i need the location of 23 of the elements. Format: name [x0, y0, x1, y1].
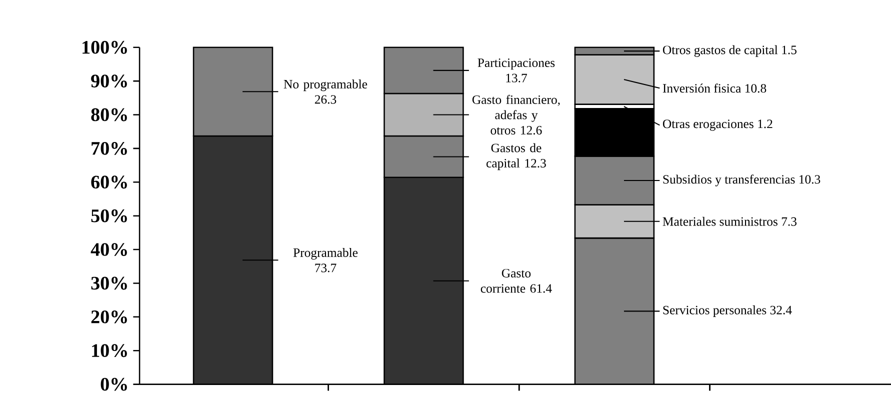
y-tick-label: 100% — [82, 41, 127, 54]
y-tick-label: 30% — [91, 276, 127, 290]
legend-label: Servicios personales 32.4 — [663, 306, 792, 318]
legend-label: Otros gastos de capital 1.5 — [662, 45, 796, 58]
legend-label: Inversión fisica 10.8 — [662, 84, 766, 93]
y-tick-label: 20% — [91, 310, 127, 324]
y-tick-label: 90% — [91, 74, 127, 88]
legend-label: Gasto financiero, adefas y otros 12.6 — [472, 95, 560, 135]
y-tick-label: 10% — [92, 344, 127, 358]
legend-label: Subsidios y transferencias 10.3 — [663, 174, 820, 187]
series-label: Gasto corriente 61.4 — [480, 269, 552, 294]
legend-label: Materiales suministros 7.3 — [662, 217, 797, 226]
y-tick-label: 0% — [100, 378, 127, 391]
series-label: Otras erogaciones 1.2 — [662, 120, 772, 132]
y-tick-label: 80% — [91, 108, 127, 122]
legend-label: Programable 73.7 — [293, 248, 358, 272]
y-tick-label: 50% — [91, 210, 127, 223]
legend-label: Participaciones 13.7 — [478, 58, 555, 83]
y-tick-label: 40% — [90, 243, 127, 256]
legend-label: No programable 26.3 — [284, 80, 368, 104]
y-tick-label: 70% — [92, 142, 127, 156]
legend-label: Gastos de capital 12.3 — [486, 144, 546, 170]
y-tick-label: 60% — [91, 176, 127, 189]
